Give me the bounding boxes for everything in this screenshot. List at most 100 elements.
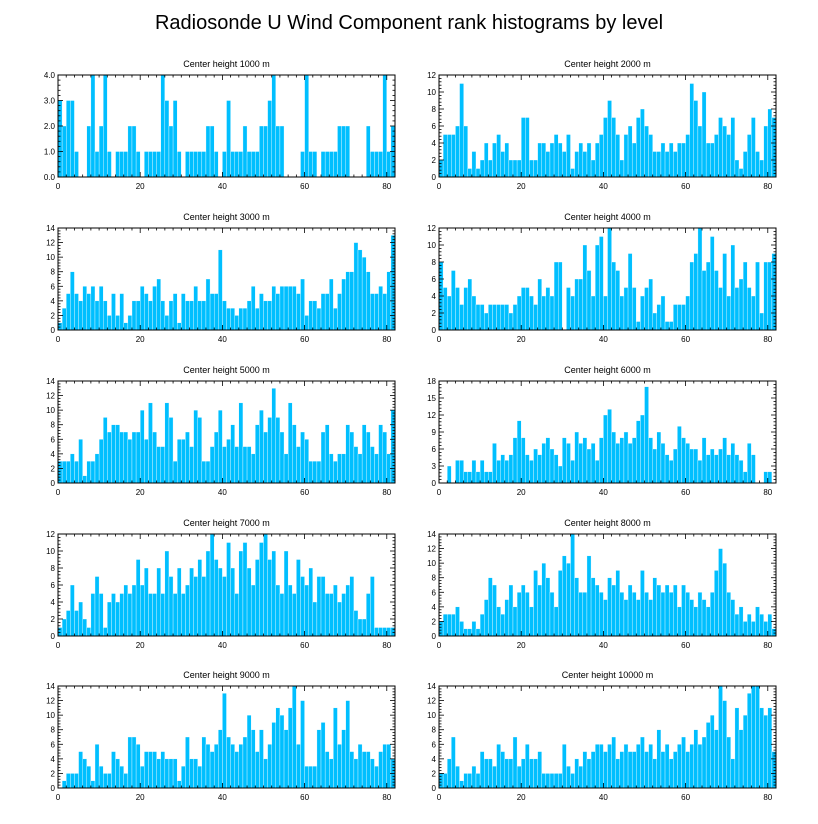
histogram-bar: [701, 91, 707, 178]
histogram-bar: [673, 304, 678, 331]
histogram-bar: [471, 765, 477, 789]
y-tick-label: 14: [46, 682, 55, 691]
histogram-bar: [451, 270, 456, 331]
histogram-bar: [61, 460, 67, 484]
y-tick-label: 0: [51, 326, 56, 335]
histogram-bar: [447, 758, 452, 789]
histogram-bar: [353, 446, 359, 484]
histogram-bar: [623, 744, 629, 789]
histogram-bar: [345, 584, 350, 637]
histogram-bar: [689, 448, 694, 484]
histogram-bar: [627, 584, 633, 637]
y-tick-label: 14: [46, 224, 55, 233]
histogram-bar: [664, 454, 670, 484]
histogram-bar: [747, 443, 752, 484]
histogram-bar: [496, 304, 501, 331]
histogram-bar: [545, 151, 551, 178]
histogram-bar: [603, 751, 608, 789]
histogram-bar: [726, 454, 731, 484]
histogram-bar: [267, 559, 272, 637]
histogram-bar: [586, 448, 592, 484]
histogram-bar: [312, 460, 318, 484]
histogram-bar: [726, 134, 731, 178]
histogram-bar: [594, 244, 600, 331]
y-tick-label: 8: [432, 105, 437, 114]
histogram-bar: [697, 125, 703, 178]
histogram-bar: [545, 287, 551, 331]
histogram-bar: [292, 685, 297, 789]
histogram-bar: [107, 431, 112, 484]
histogram-bar: [767, 613, 773, 637]
histogram-bar: [144, 293, 149, 331]
histogram-bar: [664, 321, 670, 331]
histogram-bar: [209, 446, 215, 484]
x-tick-label: 20: [136, 793, 145, 802]
histogram-bar: [570, 168, 575, 178]
histogram-bar: [500, 613, 505, 637]
histogram-bar: [193, 151, 198, 178]
y-tick-label: 0: [432, 326, 437, 335]
histogram-bar: [574, 278, 579, 331]
histogram-bar: [689, 599, 694, 637]
histogram-bar: [218, 567, 223, 637]
histogram-bar: [648, 744, 653, 789]
histogram-bar: [533, 570, 538, 637]
y-tick-label: 6: [51, 282, 56, 291]
histogram-bar: [304, 74, 309, 178]
histogram-bar: [61, 780, 67, 789]
histogram-bar: [570, 773, 575, 789]
panel-title: Center height 4000 m: [564, 212, 651, 222]
x-tick-label: 80: [382, 641, 391, 650]
x-tick-label: 0: [437, 793, 442, 802]
histogram-bar: [726, 592, 731, 637]
histogram-bar: [177, 322, 182, 331]
histogram-bar: [98, 439, 104, 484]
histogram-bar: [316, 576, 322, 637]
histogram-bar: [496, 606, 501, 637]
histogram-bar: [296, 446, 301, 484]
y-tick-label: 10: [427, 559, 436, 568]
histogram-bar: [115, 601, 120, 637]
histogram-bar: [681, 736, 686, 789]
histogram-bar: [78, 601, 83, 637]
histogram-bar: [296, 744, 301, 789]
histogram-bar: [500, 304, 505, 331]
histogram-bar: [160, 300, 166, 331]
histogram-bar: [156, 446, 161, 484]
histogram-bar: [677, 744, 682, 789]
histogram-bar: [78, 439, 83, 484]
histogram-bar: [140, 765, 145, 789]
histogram-bar: [537, 278, 542, 331]
histogram-bar: [90, 460, 96, 484]
histogram-bar: [471, 621, 477, 637]
histogram-bar: [751, 621, 756, 637]
histogram-bar: [222, 151, 227, 178]
histogram-bar: [209, 533, 215, 637]
histogram-bar: [615, 270, 621, 331]
histogram-bar: [279, 593, 285, 637]
histogram-bar: [271, 388, 276, 484]
histogram-bar: [74, 773, 79, 789]
histogram-bar: [230, 307, 235, 331]
histogram-bar: [714, 134, 719, 178]
histogram-bar: [685, 443, 690, 484]
histogram-bar: [279, 431, 285, 484]
histogram-bar: [701, 437, 707, 484]
histogram-bar: [107, 601, 112, 637]
histogram-bar: [455, 606, 460, 637]
histogram-bar: [164, 100, 170, 178]
histogram-bar: [119, 293, 124, 331]
histogram-bar: [599, 134, 604, 178]
histogram-bar: [537, 751, 542, 789]
histogram-bar: [475, 773, 481, 789]
histogram-bar: [226, 439, 231, 484]
histogram-bar: [341, 593, 346, 637]
y-tick-label: 12: [46, 239, 55, 248]
histogram-bar: [586, 142, 592, 178]
histogram-bar: [349, 271, 355, 331]
histogram-bar: [107, 151, 112, 178]
histogram-bar: [705, 606, 711, 637]
histogram-bar: [759, 613, 764, 637]
histogram-bar: [279, 714, 285, 789]
histogram-bar: [594, 584, 600, 637]
